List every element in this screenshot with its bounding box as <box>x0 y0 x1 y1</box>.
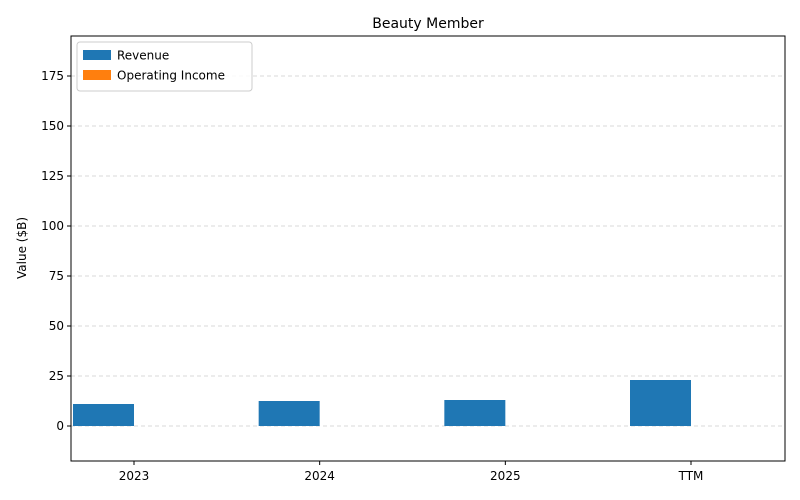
chart-title: Beauty Member <box>372 16 484 32</box>
bar-revenue-2025 <box>444 400 506 426</box>
bar-revenue-2024 <box>258 401 320 426</box>
y-tick-label-1: 25 <box>49 369 64 383</box>
legend-box <box>76 41 253 92</box>
x-tick-label-0: 2023 <box>119 469 150 483</box>
y-tick-label-2: 50 <box>49 319 64 333</box>
legend-swatch-0 <box>83 50 111 60</box>
x-axis: 2023 2024 2025 TTM <box>119 461 704 483</box>
gridlines <box>71 75 785 427</box>
x-tick-label-3: TTM <box>678 469 704 483</box>
y-tick-label-4: 100 <box>41 219 64 233</box>
legend-swatch-1 <box>83 70 111 80</box>
y-tick-label-7: 175 <box>41 69 64 83</box>
legend-label-1: Operating Income <box>117 69 225 83</box>
y-tick-label-6: 150 <box>41 119 64 133</box>
y-tick-label-0: 0 <box>56 419 64 433</box>
bar-revenue-ttm <box>630 380 691 426</box>
plot-frame <box>70 35 786 462</box>
y-axis: 0 25 50 75 100 125 150 175 <box>41 69 71 433</box>
legend-label-0: Revenue <box>117 49 169 63</box>
bars <box>73 380 691 426</box>
x-tick-label-2: 2025 <box>490 469 521 483</box>
y-tick-label-5: 125 <box>41 169 64 183</box>
y-axis-label: Value ($B) <box>15 217 29 279</box>
legend: Revenue Operating Income <box>76 41 253 92</box>
x-tick-label-1: 2024 <box>304 469 335 483</box>
bar-revenue-2023 <box>73 404 134 426</box>
y-tick-label-3: 75 <box>49 269 64 283</box>
